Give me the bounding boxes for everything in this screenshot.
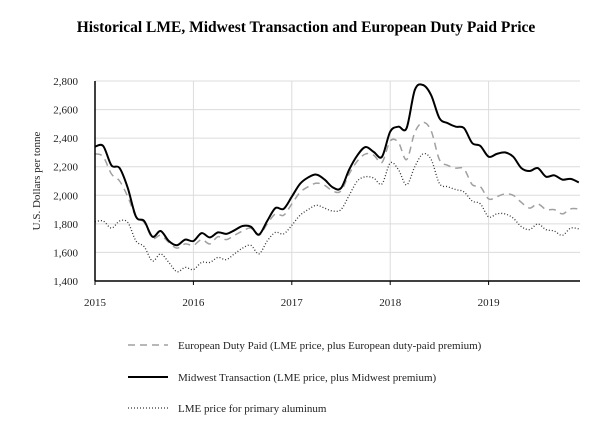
- legend-label: European Duty Paid (LME price, plus Euro…: [178, 340, 482, 352]
- y-tick-label: 2,200: [53, 162, 78, 174]
- series-line-dotted: [94, 152, 579, 273]
- x-tick-label: 2017: [281, 297, 304, 309]
- x-axis-ticks: 2015 2016 2017 2018 2019: [84, 281, 500, 309]
- gridlines: [95, 80, 580, 282]
- legend-label: Midwest Transaction (LME price, plus Mid…: [178, 372, 437, 384]
- y-tick-label: 2,600: [53, 105, 78, 117]
- x-tick-label: 2015: [84, 297, 107, 309]
- y-axis-label: U.S. Dollars per tonne: [31, 132, 43, 231]
- y-tick-label: 1,600: [53, 247, 78, 259]
- legend-label: LME price for primary aluminum: [178, 403, 327, 415]
- series-line-dashed: [94, 121, 579, 249]
- series-line-solid: [94, 83, 580, 247]
- y-tick-label: 1,400: [53, 276, 78, 288]
- y-tick-label: 2,000: [53, 190, 78, 202]
- x-tick-label: 2018: [379, 297, 402, 309]
- x-tick-label: 2019: [478, 297, 501, 309]
- chart-title: Historical LME, Midwest Transaction and …: [77, 19, 536, 36]
- series-lines: [94, 83, 580, 273]
- y-tick-label: 1,800: [53, 219, 78, 231]
- x-tick-label: 2016: [182, 297, 205, 309]
- y-tick-label: 2,800: [53, 76, 78, 88]
- y-tick-label: 2,400: [53, 133, 78, 145]
- legend: European Duty Paid (LME price, plus Euro…: [128, 340, 482, 415]
- y-axis-ticks: 1,400 1,600 1,800 2,000 2,200 2,400 2,600 2,800: [53, 76, 78, 288]
